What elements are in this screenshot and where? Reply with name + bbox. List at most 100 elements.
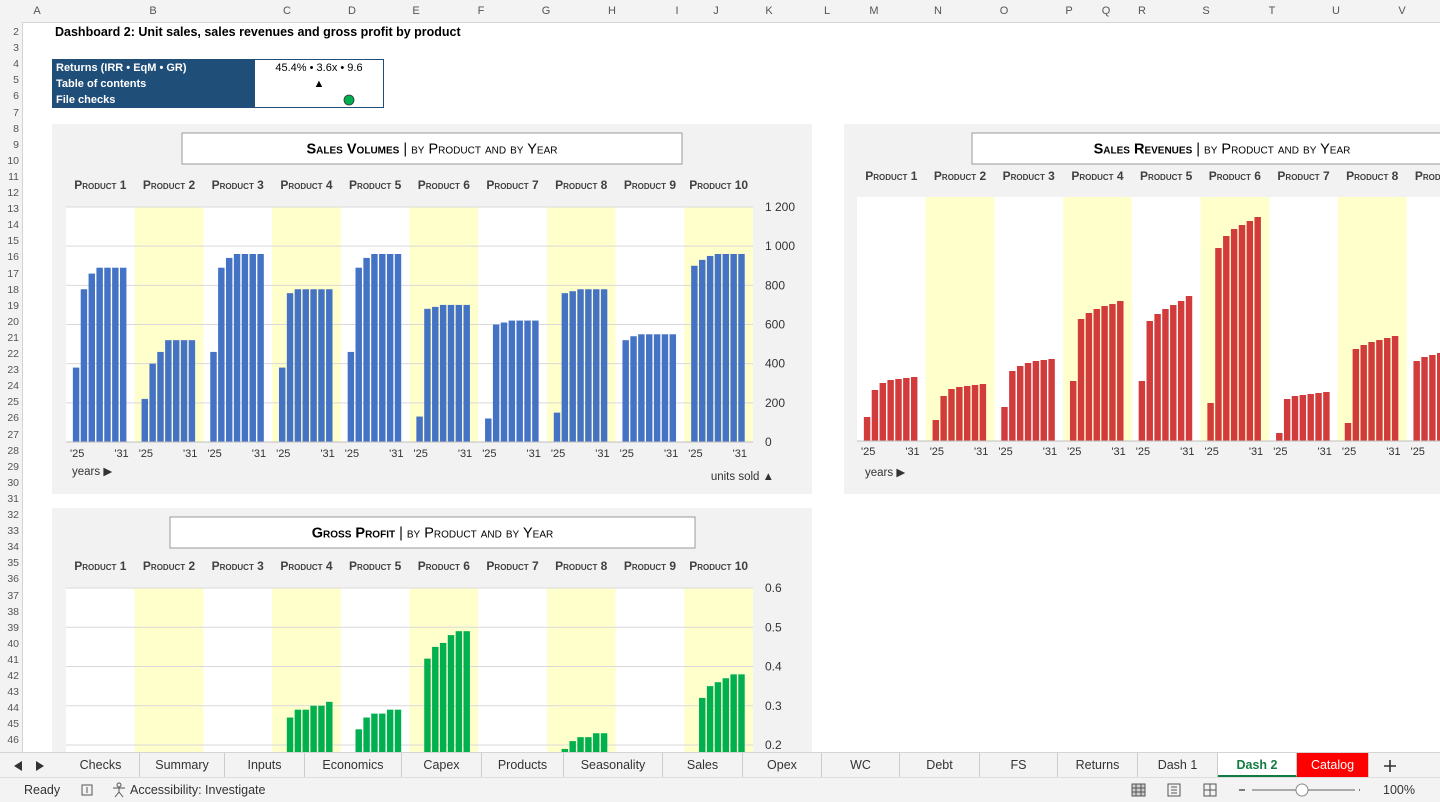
sheet-tab[interactable]: Seasonality bbox=[564, 753, 663, 777]
bar bbox=[318, 289, 325, 442]
row-header: 2 3 4 5 6 7 8 9 10 11 12 13 14 15 16 17 18 19 20 21 22 23 24 25… bbox=[0, 22, 23, 752]
bar bbox=[706, 255, 714, 442]
bar bbox=[940, 396, 947, 441]
sheet-tab[interactable]: Capex bbox=[402, 753, 482, 777]
bar bbox=[585, 737, 592, 752]
row-number: 8 bbox=[13, 122, 19, 135]
row-number: 9 bbox=[13, 138, 19, 151]
sheet-tab[interactable]: Checks bbox=[62, 753, 140, 777]
year-label: '31 bbox=[733, 448, 747, 460]
year-label: '25 bbox=[551, 448, 565, 460]
sheet-tab[interactable]: Summary bbox=[140, 753, 225, 777]
column-letter: M bbox=[869, 5, 879, 17]
bar bbox=[141, 398, 149, 442]
product-label: Product 10 bbox=[689, 559, 748, 573]
year-label: '25 bbox=[70, 448, 84, 460]
chart: Gross Profit | by Product and by Year Prod… bbox=[52, 508, 812, 752]
year-label: '31 bbox=[527, 448, 541, 460]
bar bbox=[225, 257, 233, 442]
column-letter: H bbox=[608, 5, 616, 17]
row-number: 7 bbox=[13, 106, 19, 119]
sheet-tab[interactable]: FS bbox=[980, 753, 1058, 777]
bar bbox=[738, 254, 745, 442]
bar bbox=[553, 412, 561, 442]
accessibility-status[interactable]: Accessibility: Investigate bbox=[130, 783, 266, 797]
product-label: Product 2 bbox=[143, 178, 196, 192]
sheet-tab[interactable]: Catalog bbox=[1297, 753, 1369, 777]
year-label: '31 bbox=[1111, 446, 1125, 458]
row-number: 44 bbox=[7, 702, 19, 715]
bar bbox=[561, 293, 569, 442]
row-number: 24 bbox=[7, 380, 19, 393]
view-controls[interactable] bbox=[1130, 782, 1360, 798]
title-box bbox=[971, 132, 1440, 165]
column-header: A B C D E F G H I J K L M N O P Q R S T U V bbox=[0, 0, 1440, 23]
sheet-tab[interactable]: Products bbox=[482, 753, 564, 777]
y-tick-label: 1 200 bbox=[765, 200, 795, 214]
bar bbox=[524, 320, 531, 442]
bar bbox=[722, 254, 730, 442]
row-number: 17 bbox=[7, 267, 19, 280]
row-number: 35 bbox=[7, 557, 19, 570]
row-number: 13 bbox=[7, 203, 19, 216]
macro-icon[interactable] bbox=[80, 783, 96, 797]
product-label: Product 7 bbox=[486, 178, 539, 192]
zoom-level[interactable]: 100% bbox=[1383, 783, 1415, 797]
product-label: Product 6 bbox=[1209, 169, 1262, 183]
year-label: '31 bbox=[974, 446, 988, 458]
bar bbox=[910, 377, 918, 441]
bar bbox=[1299, 395, 1307, 441]
info-value[interactable]: ▲ bbox=[313, 78, 325, 90]
year-label: '25 bbox=[998, 446, 1012, 458]
bar bbox=[1207, 403, 1214, 441]
sheet-tab[interactable]: Dash 2 bbox=[1218, 753, 1297, 777]
bar bbox=[188, 340, 196, 442]
row-number: 23 bbox=[7, 364, 19, 377]
row-number: 2 bbox=[13, 26, 19, 38]
bar bbox=[1291, 396, 1299, 441]
year-label: '25 bbox=[861, 446, 875, 458]
y-tick-label: 0.5 bbox=[765, 620, 782, 634]
sheet-tab[interactable]: Opex bbox=[743, 753, 822, 777]
add-sheet[interactable] bbox=[1382, 758, 1398, 774]
bar bbox=[593, 289, 600, 442]
bar bbox=[80, 289, 88, 442]
y-tick-label: 600 bbox=[765, 318, 785, 332]
tab-scroll-arrows[interactable] bbox=[8, 759, 50, 773]
info-table: Returns (IRR • EqM • GR) 45.4% • 3.6x • … bbox=[52, 59, 384, 108]
info-label[interactable]: Table of contents bbox=[53, 76, 255, 92]
row-number: 39 bbox=[7, 621, 19, 634]
bar bbox=[1437, 353, 1440, 441]
accessibility-icon[interactable] bbox=[111, 782, 127, 798]
sheet-tab[interactable]: Sales bbox=[663, 753, 743, 777]
bar bbox=[310, 705, 317, 752]
status-bar: Ready Accessibility: Investigate 100% bbox=[0, 777, 1440, 802]
sheet-tab[interactable]: Economics bbox=[305, 753, 402, 777]
row-number: 14 bbox=[7, 219, 19, 232]
bar bbox=[653, 334, 661, 442]
product-label: Product 6 bbox=[418, 178, 471, 192]
product-label: Product 3 bbox=[212, 178, 265, 192]
bar bbox=[1040, 360, 1047, 441]
sheet-tab[interactable]: Returns bbox=[1058, 753, 1138, 777]
bar bbox=[879, 383, 887, 441]
y-tick-label: 0 bbox=[765, 435, 772, 449]
column-letter: R bbox=[1138, 5, 1146, 17]
bar bbox=[638, 334, 645, 442]
sheet-tab[interactable]: WC bbox=[822, 753, 900, 777]
bar bbox=[310, 289, 317, 442]
sheet-tabs: Checks Summary Inputs Economics Capex Product… bbox=[0, 752, 1440, 778]
bar bbox=[1246, 221, 1254, 441]
bar bbox=[585, 289, 592, 442]
bar bbox=[88, 273, 96, 442]
bar bbox=[516, 320, 523, 442]
year-label: '25 bbox=[1342, 446, 1356, 458]
product-label: Product 10 bbox=[689, 178, 748, 192]
bar bbox=[1307, 394, 1314, 441]
sheet-tab[interactable]: Inputs bbox=[225, 753, 305, 777]
sheet-tab[interactable]: Dash 1 bbox=[1138, 753, 1218, 777]
bar bbox=[903, 378, 910, 441]
sheet-tab[interactable]: Debt bbox=[900, 753, 980, 777]
year-label: '25 bbox=[414, 448, 428, 460]
row-number: 12 bbox=[7, 187, 19, 199]
